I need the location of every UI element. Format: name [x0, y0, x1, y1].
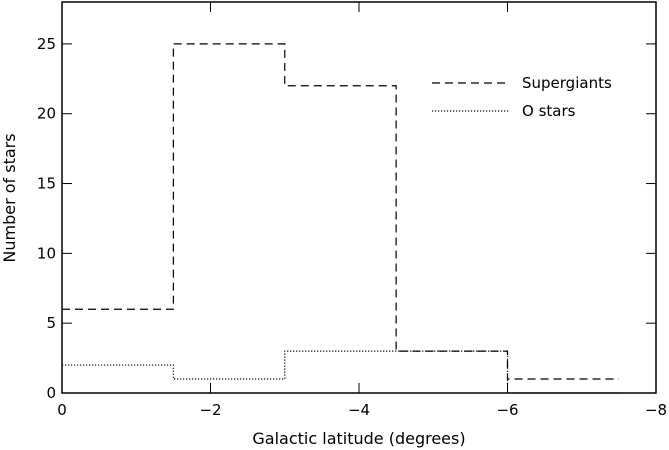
y-tick-label: 5 — [46, 314, 56, 332]
legend-label: Supergiants — [522, 74, 612, 92]
y-axis-title: Number of stars — [0, 133, 19, 262]
x-axis-ticks: 0 −2 −4 −6 −8 — [57, 2, 667, 419]
series-o-stars-line — [62, 350, 619, 394]
series-supergiants-line — [62, 43, 619, 380]
x-axis-title: Galactic latitude (degrees) — [252, 429, 465, 448]
y-tick-label: 25 — [37, 35, 56, 53]
y-tick-label: 10 — [37, 244, 56, 262]
x-tick-label: −2 — [199, 401, 221, 419]
legend-label: O stars — [522, 102, 576, 120]
y-tick-label: 15 — [37, 175, 56, 193]
series-layer — [62, 43, 619, 394]
x-tick-label: 0 — [57, 401, 67, 419]
y-tick-label: 0 — [46, 384, 56, 402]
plot-frame — [61, 1, 657, 394]
x-tick-label: −8 — [645, 401, 667, 419]
y-axis-ticks: 0 5 10 15 20 25 — [37, 35, 656, 402]
x-tick-label: −6 — [496, 401, 518, 419]
legend: Supergiants O stars — [432, 74, 612, 120]
x-tick-label: −4 — [348, 401, 370, 419]
y-tick-label: 20 — [37, 105, 56, 123]
